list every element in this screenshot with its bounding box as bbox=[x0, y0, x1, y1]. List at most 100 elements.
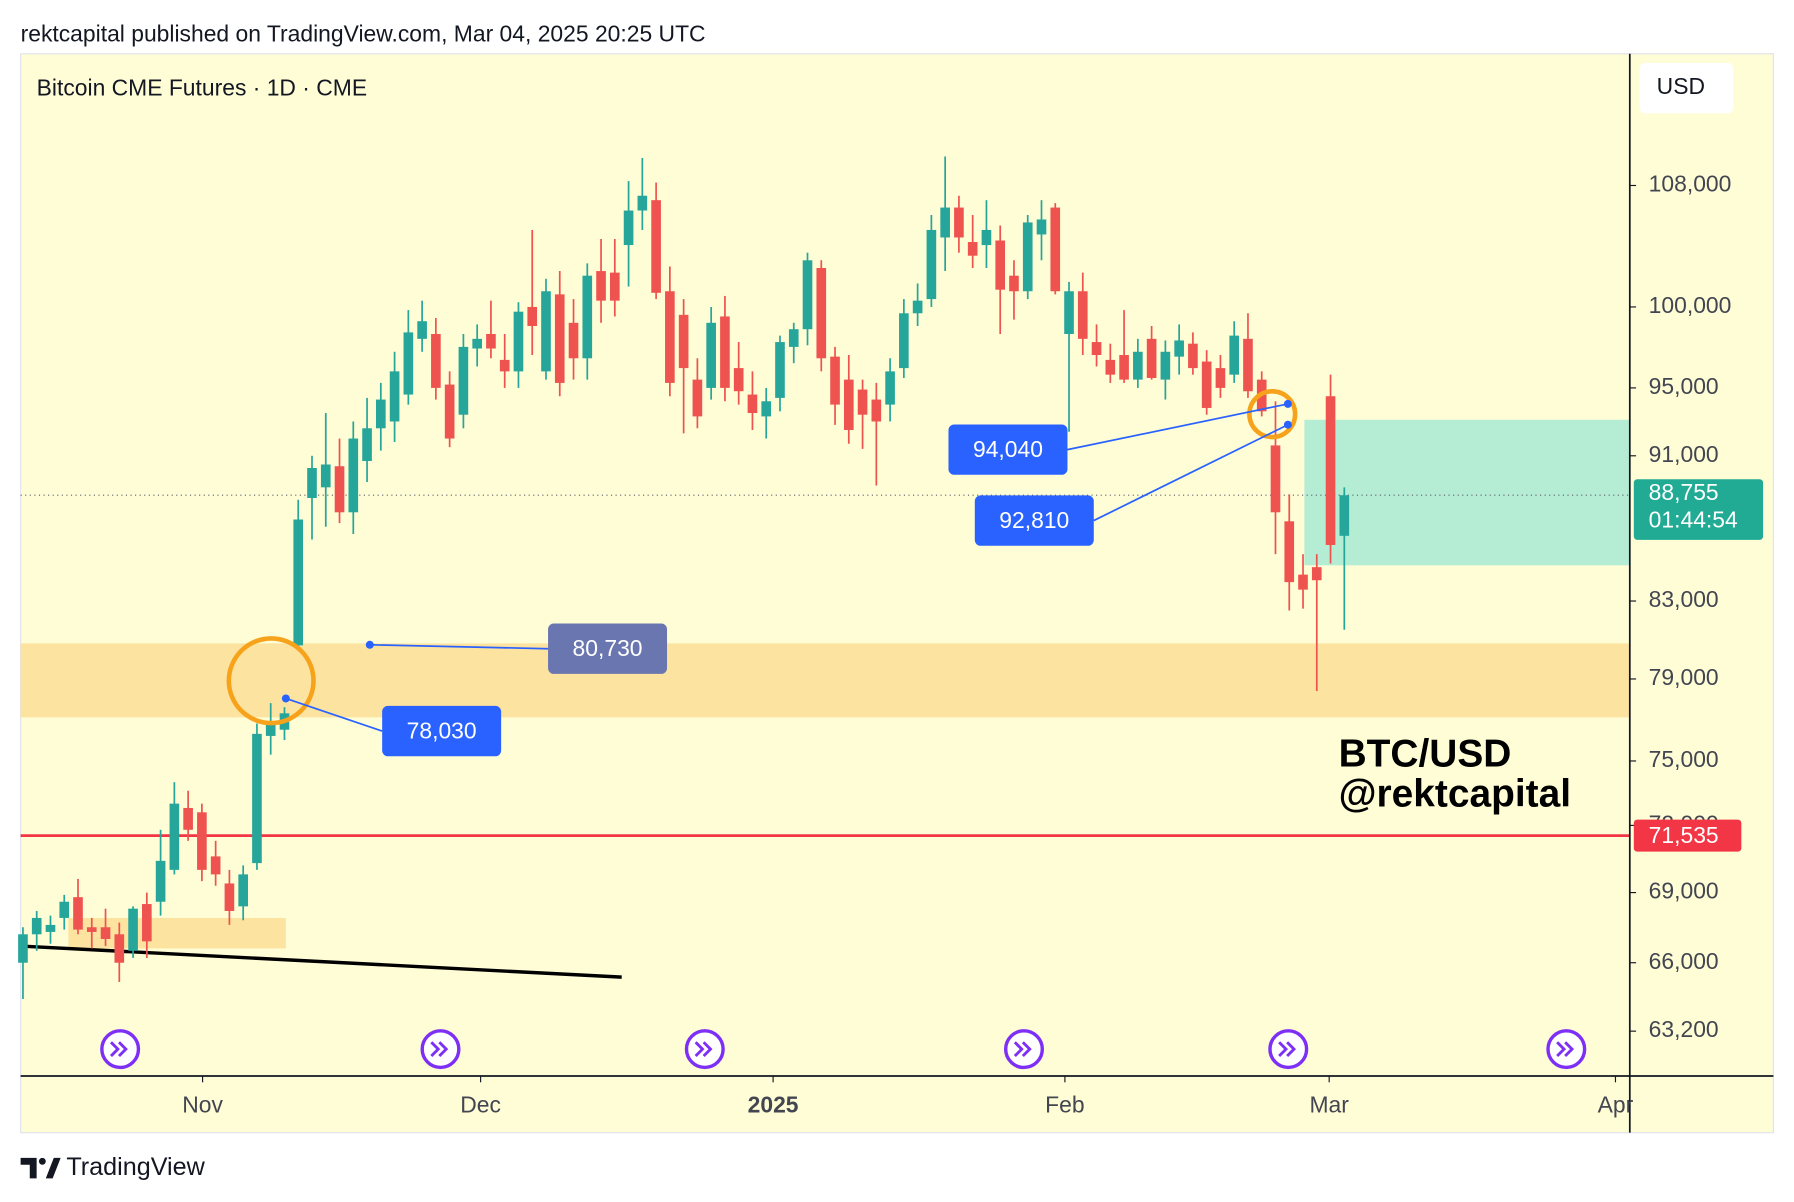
last-price-label: 88,755 bbox=[1649, 479, 1719, 505]
event-icon-arrow bbox=[1278, 1041, 1297, 1058]
candle-body bbox=[86, 927, 97, 932]
candle-body bbox=[389, 371, 400, 422]
candle-body bbox=[692, 379, 703, 417]
candle-body bbox=[733, 368, 744, 392]
candle-body bbox=[651, 200, 661, 293]
x-tick-label: Mar bbox=[1309, 1091, 1349, 1117]
horizontal-line-label-bg bbox=[1633, 819, 1742, 852]
candle-body bbox=[1311, 567, 1322, 581]
event-icon-arrow bbox=[430, 1041, 449, 1058]
candle-body bbox=[899, 313, 909, 369]
candle-body bbox=[45, 924, 56, 932]
candle-body bbox=[1215, 368, 1226, 388]
candle-body bbox=[843, 379, 854, 430]
tradingview-logo bbox=[20, 1157, 61, 1179]
callout-label: 94,040 bbox=[973, 436, 1043, 462]
candle-body bbox=[637, 195, 648, 211]
x-tick-label: Feb bbox=[1045, 1091, 1084, 1117]
candle-body bbox=[1119, 355, 1129, 380]
candle-body bbox=[568, 322, 579, 359]
candle-body bbox=[307, 467, 317, 498]
event-icon bbox=[1546, 1029, 1587, 1070]
candle-body bbox=[320, 464, 331, 488]
callout-label: 80,730 bbox=[573, 635, 643, 661]
footer: TradingView bbox=[66, 1153, 205, 1181]
zone bbox=[1304, 419, 1630, 566]
highlight-circle bbox=[226, 636, 316, 726]
candle-body bbox=[142, 904, 152, 942]
event-icon bbox=[684, 1029, 725, 1070]
callout-line bbox=[285, 697, 383, 732]
candle-body bbox=[554, 294, 565, 383]
candle-body bbox=[210, 856, 221, 875]
y-tick-label: 69,000 bbox=[1649, 878, 1719, 904]
event-icon-arrow bbox=[694, 1041, 713, 1058]
candle-body bbox=[348, 438, 359, 513]
candle-body bbox=[472, 338, 482, 349]
candle-body bbox=[444, 384, 455, 439]
logo-mark bbox=[20, 1157, 37, 1179]
annotation: BTC/USD bbox=[1339, 733, 1512, 776]
candle-body bbox=[513, 311, 524, 372]
event-icon bbox=[420, 1029, 461, 1070]
candle-body bbox=[885, 371, 895, 405]
callout-box bbox=[948, 424, 1068, 475]
chart-frame bbox=[20, 53, 1774, 1134]
candle-body bbox=[1325, 396, 1336, 545]
logo-dot bbox=[38, 1157, 46, 1165]
candle-body bbox=[376, 399, 386, 429]
callout-label: 78,030 bbox=[407, 717, 477, 743]
callout-point bbox=[1283, 420, 1292, 429]
candle-body bbox=[1077, 291, 1088, 339]
logo-slash bbox=[45, 1157, 61, 1179]
candle-body bbox=[761, 401, 772, 417]
candle-body bbox=[678, 314, 689, 369]
callout-line bbox=[1067, 403, 1289, 451]
candle-body bbox=[954, 207, 964, 238]
event-icon-arrow bbox=[1556, 1041, 1575, 1058]
event-icon-arrow bbox=[1013, 1041, 1032, 1058]
x-tick-label: Apr bbox=[1598, 1091, 1634, 1117]
candle-body bbox=[334, 466, 345, 513]
x-tick-label: Dec bbox=[460, 1091, 501, 1117]
candle-body bbox=[128, 908, 138, 951]
event-icon bbox=[1268, 1029, 1309, 1070]
callout-label: 92,810 bbox=[999, 507, 1069, 533]
countdown-label: 01:44:54 bbox=[1649, 507, 1738, 533]
candle-body bbox=[609, 272, 620, 301]
candle-body bbox=[1064, 291, 1074, 335]
header: rektcapital published on TradingView.com… bbox=[21, 21, 706, 47]
callout-box bbox=[974, 495, 1094, 546]
candle-body bbox=[1270, 445, 1281, 513]
candle-body bbox=[1022, 222, 1033, 292]
event-icon bbox=[100, 1029, 141, 1070]
event-icon-arrow bbox=[109, 1041, 128, 1058]
candle-body bbox=[871, 399, 882, 422]
candle-body bbox=[1146, 338, 1157, 378]
candle-body bbox=[1229, 335, 1240, 375]
candle-body bbox=[940, 207, 950, 238]
candle-body bbox=[18, 934, 28, 963]
y-tick-label: 79,000 bbox=[1649, 664, 1719, 690]
candle-body bbox=[830, 356, 840, 405]
candle-body bbox=[995, 240, 1006, 290]
x-tick-label: Nov bbox=[182, 1091, 223, 1117]
candle-body bbox=[706, 322, 716, 388]
x-tick-label: 2025 bbox=[748, 1091, 799, 1117]
candle-body bbox=[293, 519, 304, 646]
candle-body bbox=[912, 300, 923, 314]
candle-body bbox=[775, 342, 785, 398]
callout-box bbox=[548, 623, 668, 674]
callout-line bbox=[369, 643, 549, 650]
candle-body bbox=[1050, 207, 1061, 292]
annotation: @rektcapital bbox=[1339, 773, 1571, 816]
candle-body bbox=[1133, 351, 1143, 380]
currency-box[interactable] bbox=[1639, 62, 1734, 114]
candle-body bbox=[802, 260, 813, 330]
candle-body bbox=[431, 334, 441, 388]
candle-body bbox=[362, 428, 372, 462]
y-tick-label: 75,000 bbox=[1649, 746, 1719, 772]
candle-body bbox=[403, 332, 414, 395]
horizontal-line-label: 71,535 bbox=[1649, 822, 1719, 848]
